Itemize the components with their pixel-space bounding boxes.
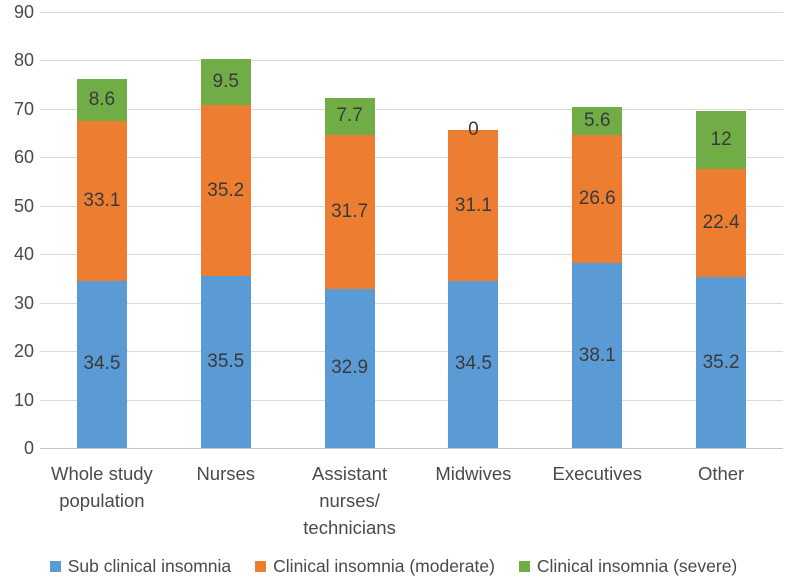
legend-label: Clinical insomnia (severe): [536, 555, 738, 576]
y-axis-tick-label: 70: [13, 98, 34, 119]
gridline: [40, 60, 783, 62]
y-axis-tick-label: 80: [13, 50, 34, 71]
x-axis-category-label-line: population: [59, 490, 145, 511]
y-axis-tick-label: 0: [23, 438, 34, 458]
gridline: [40, 254, 783, 256]
y-axis-tick-label: 20: [13, 341, 34, 362]
legend: Sub clinical insomnia Clinical insomnia (…: [0, 552, 787, 580]
zero-gridline: [40, 448, 783, 449]
bar-segment: [696, 168, 747, 278]
bar-segment: [696, 277, 747, 448]
bar-segment: [448, 130, 499, 281]
gridline: [40, 351, 783, 353]
legend-item: Clinical insomnia (moderate): [255, 556, 495, 577]
x-axis-category-label-line: Whole study: [51, 463, 153, 484]
legend-label: Clinical insomnia (moderate): [273, 555, 495, 576]
bar-segment: [200, 276, 251, 448]
x-axis-category-label: Nurses: [196, 460, 255, 487]
gridline: [40, 157, 783, 159]
x-axis-category-label-line: nurses/: [319, 490, 380, 511]
bar-segment: [572, 107, 623, 135]
x-axis-category-label-line: Nurses: [196, 463, 256, 484]
x-axis-category-label-line: Assistant: [312, 463, 388, 484]
x-axis-category-label: Other: [698, 460, 744, 487]
gridline: [40, 12, 783, 13]
bar-segment: [200, 105, 251, 276]
y-axis-tick-label: 40: [13, 244, 34, 265]
legend-swatch-icon: [518, 560, 530, 572]
y-axis-tick-label: 50: [13, 195, 34, 216]
bar-segment: [448, 280, 499, 448]
x-axis-category-label-line: Other: [697, 463, 745, 484]
bar-segment: [76, 78, 127, 121]
y-axis-tick-label: 30: [13, 292, 34, 313]
gridline: [40, 205, 783, 207]
legend-swatch-icon: [49, 560, 61, 572]
bar-segment: [324, 288, 375, 448]
legend-label: Sub clinical insomnia: [67, 555, 232, 576]
bar-segment: [324, 97, 375, 136]
y-axis-tick-label: 10: [13, 389, 34, 410]
x-axis-category-label-line: technicians: [303, 517, 396, 538]
legend-swatch-icon: [255, 560, 267, 572]
y-axis-tick-label: 90: [13, 2, 34, 22]
gridline: [40, 399, 783, 401]
bar-segment: [572, 263, 623, 448]
bar-segment: [76, 120, 127, 281]
gridline: [40, 108, 783, 110]
bar-segment: [572, 134, 623, 264]
legend-item: Clinical insomnia (severe): [518, 555, 738, 577]
x-axis-category-label: Executives: [553, 460, 642, 487]
bar-segment: [324, 135, 375, 289]
x-axis-category-label-line: Midwives: [435, 463, 512, 484]
x-axis-category-label-line: Executives: [552, 463, 642, 484]
x-axis-category-label: Assistant nurses/technicians: [303, 460, 396, 541]
x-axis-category-label: Whole study population: [51, 460, 153, 514]
y-axis-tick-label: 60: [13, 147, 34, 168]
bar-segment: [76, 280, 127, 448]
legend-item: Sub clinical insomnia: [49, 555, 232, 577]
bar-segment: [696, 110, 747, 169]
bar-segment: [200, 59, 251, 106]
gridline: [40, 302, 783, 304]
x-axis-category-label: Midwives: [435, 460, 511, 487]
